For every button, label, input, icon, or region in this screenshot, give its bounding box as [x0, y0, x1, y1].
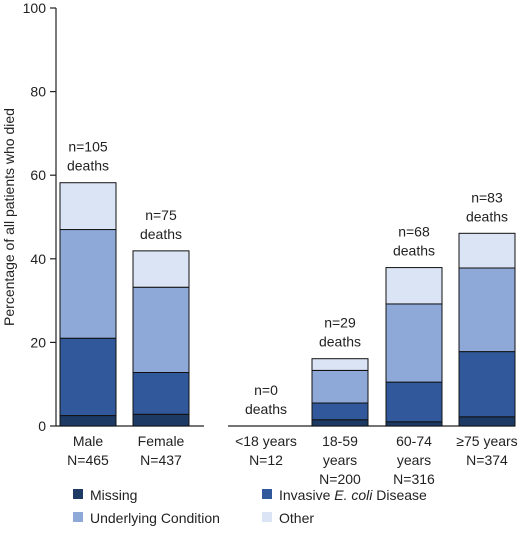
x-tick-label: N=374 — [466, 452, 508, 468]
bars — [59, 182, 516, 427]
bar-segment — [311, 358, 369, 371]
bar-segment — [385, 381, 443, 423]
legend-swatch — [262, 489, 272, 499]
bar-annotation: deaths — [319, 334, 361, 350]
bar-annotation: deaths — [466, 208, 508, 224]
y-tick-label: 60 — [30, 167, 46, 183]
bar-segment — [458, 232, 516, 269]
x-tick-label: Male — [73, 433, 104, 449]
y-axis-label: Percentage of all patients who died — [1, 108, 17, 326]
x-tick-label: 60-74 — [396, 433, 432, 449]
y-tick-label: 80 — [30, 84, 46, 100]
legend-swatch — [262, 512, 272, 522]
bar-segment — [311, 369, 369, 404]
bar-annotation: n=75 — [145, 207, 177, 223]
x-tick-label: years — [323, 452, 357, 468]
bar-segment — [458, 416, 516, 427]
bar-annotation: deaths — [67, 158, 109, 174]
legend-label: Invasive E. coli Disease — [279, 487, 427, 503]
bar-segment — [385, 303, 443, 383]
y-tick-label: 40 — [30, 251, 46, 267]
legend: Missing Invasive E. coli Disease Underlyin… — [73, 487, 427, 526]
x-tick-label: N=437 — [140, 452, 182, 468]
x-axis-labels: Male N=465 Female N=437 <18 years N=12 18-59 ye… — [67, 433, 518, 487]
bar-annotation: n=83 — [471, 189, 503, 205]
x-tick-label: N=465 — [67, 452, 109, 468]
bar-segment — [132, 371, 190, 415]
bar-segment — [132, 250, 190, 288]
bar-annotation: n=29 — [324, 315, 356, 331]
bar-segment — [59, 229, 117, 339]
bar-segment — [59, 337, 117, 417]
bar-segment — [458, 267, 516, 353]
bar-segment — [385, 421, 443, 427]
y-tick-label: 20 — [30, 334, 46, 350]
legend-swatch — [73, 489, 83, 499]
x-tick-label: N=200 — [319, 471, 361, 487]
legend-label: Missing — [90, 487, 137, 503]
bar-annotation: n=105 — [68, 139, 108, 155]
bar-annotation: n=68 — [398, 224, 430, 240]
x-tick-label: 18-59 — [322, 433, 358, 449]
legend-label: Other — [279, 510, 314, 526]
bar-annotation: deaths — [393, 243, 435, 259]
y-tick-label: 0 — [38, 418, 46, 434]
bar-annotations: n=105 deaths n=75 deaths n=0 deaths n=29 deaths… — [67, 139, 508, 417]
bar-segment — [311, 402, 369, 421]
legend-label: Underlying Condition — [90, 510, 220, 526]
bar-segment — [311, 419, 369, 427]
bar-segment — [385, 267, 443, 305]
bar-segment — [59, 182, 117, 231]
x-tick-label: N=12 — [249, 452, 283, 468]
x-tick-label: Female — [138, 433, 185, 449]
bar-segment — [132, 286, 190, 373]
y-tick-label: 100 — [23, 0, 47, 16]
bar-segment — [59, 415, 117, 427]
legend-swatch — [73, 512, 83, 522]
x-tick-label: N=316 — [393, 471, 435, 487]
bar-annotation: deaths — [140, 226, 182, 242]
bar-annotation: n=0 — [254, 382, 278, 398]
bar-segment — [458, 351, 516, 418]
x-tick-label: <18 years — [235, 433, 297, 449]
x-tick-label: ≥75 years — [456, 433, 517, 449]
x-tick-label: years — [397, 452, 431, 468]
bar-segment — [132, 413, 190, 427]
bar-annotation: deaths — [245, 401, 287, 417]
